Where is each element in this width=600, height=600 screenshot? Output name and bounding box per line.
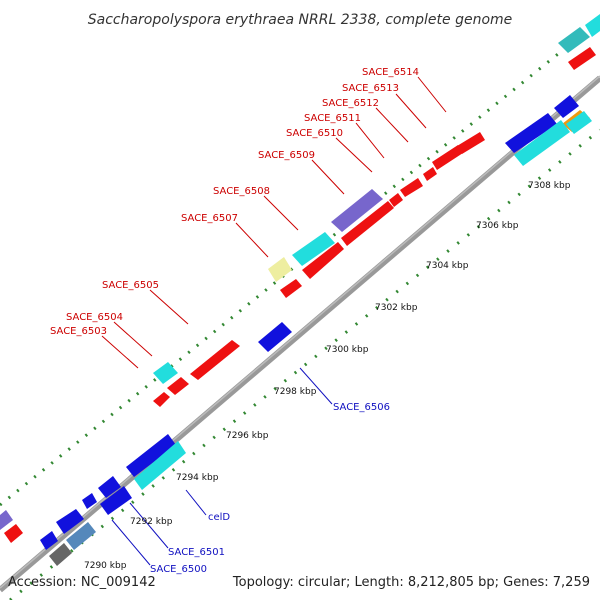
gene-feature[interactable] (292, 232, 335, 266)
gene-label[interactable]: SACE_6509 (258, 150, 315, 161)
gene-label[interactable]: SACE_6510 (286, 128, 343, 139)
genome-backbone (0, 75, 600, 593)
gene-feature[interactable] (457, 132, 485, 154)
gene-feature[interactable] (82, 493, 97, 509)
gene-feature[interactable] (258, 322, 292, 352)
gene-label[interactable]: SACE_6514 (362, 67, 419, 78)
gene-feature[interactable] (558, 27, 590, 53)
gene-feature[interactable] (268, 257, 292, 282)
scale-label: 7304 kbp (426, 261, 469, 271)
gene-feature[interactable] (100, 486, 132, 515)
gene-label[interactable]: SACE_6512 (322, 98, 379, 109)
gene-feature[interactable] (341, 201, 394, 246)
gene-feature[interactable] (56, 509, 84, 534)
gene-feature[interactable] (66, 522, 96, 550)
gene-feature[interactable] (190, 340, 240, 380)
gene-label[interactable]: SACE_6508 (213, 186, 270, 197)
gene-feature[interactable] (153, 362, 178, 384)
gene-label[interactable]: SACE_6500 (150, 564, 207, 575)
gene-feature[interactable] (432, 145, 463, 170)
gene-feature[interactable] (153, 392, 170, 407)
gene-feature[interactable] (389, 193, 403, 207)
gene-label[interactable]: celD (208, 512, 230, 523)
scale-label: 7300 kbp (326, 345, 369, 355)
gene-feature[interactable] (423, 167, 437, 181)
bottom-leader-lines (111, 367, 333, 566)
scale-label: 7302 kbp (375, 303, 418, 313)
gene-label[interactable]: SACE_6505 (102, 280, 159, 291)
scale-label: 7296 kbp (226, 431, 269, 441)
gene-feature[interactable] (302, 242, 344, 279)
inner-tick-track (9, 128, 600, 600)
map-title: Saccharopolyspora erythraea NRRL 2338, c… (88, 12, 513, 28)
gene-feature[interactable] (134, 441, 186, 490)
genome-backbone-highlight (0, 75, 600, 589)
gene-feature[interactable] (167, 377, 189, 395)
gene-label[interactable]: SACE_6513 (342, 83, 399, 94)
top-leader-lines (101, 76, 447, 369)
gene-feature[interactable] (514, 120, 570, 166)
gene-feature[interactable] (505, 113, 557, 153)
gene-label[interactable]: SACE_6511 (304, 113, 361, 124)
gene-feature[interactable] (400, 178, 423, 197)
gene-feature[interactable] (126, 434, 176, 477)
gene-label[interactable]: SACE_6503 (50, 326, 107, 337)
gene-label[interactable]: SACE_6507 (181, 213, 238, 224)
scale-label: 7292 kbp (130, 517, 173, 527)
accession-text: Accession: NC_009142 (8, 575, 156, 590)
gene-label[interactable]: SACE_6504 (66, 312, 123, 323)
gene-feature[interactable] (585, 14, 600, 37)
scale-label: 7294 kbp (176, 473, 219, 483)
scale-label: 7308 kbp (528, 181, 571, 191)
scale-label: 7306 kbp (476, 221, 519, 231)
gene-feature[interactable] (40, 531, 58, 550)
gene-feature[interactable] (568, 47, 596, 70)
gene-feature[interactable] (331, 189, 383, 232)
gene-feature[interactable] (0, 510, 13, 530)
gene-features (0, 14, 600, 566)
genome-summary-text: Topology: circular; Length: 8,212,805 bp… (232, 575, 590, 590)
gene-label[interactable]: SACE_6501 (168, 547, 225, 558)
scale-label: 7298 kbp (274, 387, 317, 397)
scale-label: 7290 kbp (84, 561, 127, 571)
gene-feature[interactable] (4, 524, 23, 543)
gene-feature[interactable] (554, 95, 579, 118)
gene-feature[interactable] (49, 543, 72, 566)
gene-feature[interactable] (280, 279, 302, 298)
gene-label[interactable]: SACE_6506 (333, 402, 390, 413)
gene-feature[interactable] (98, 476, 121, 498)
gene-feature[interactable] (566, 111, 592, 134)
